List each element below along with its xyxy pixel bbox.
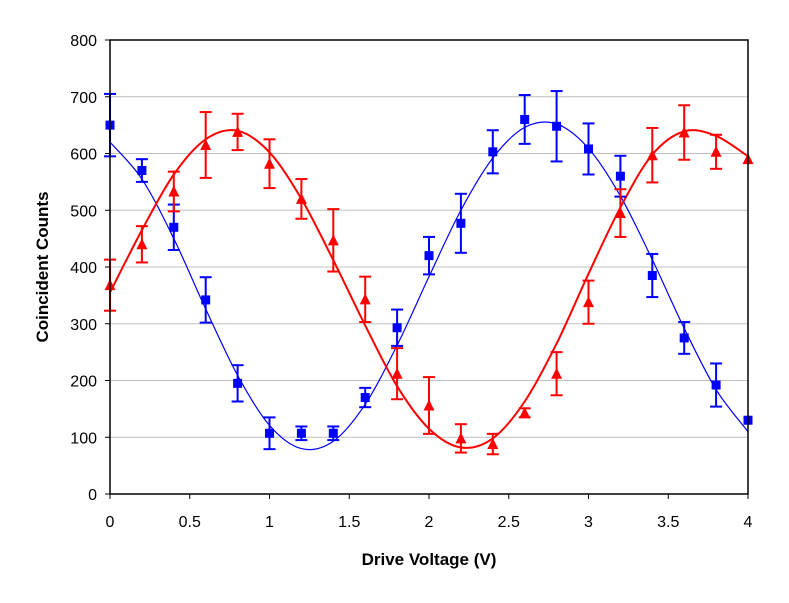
data-point-square [328, 428, 338, 438]
y-tick-label: 600 [70, 147, 97, 164]
data-point-triangle [136, 238, 148, 250]
data-point-triangle [487, 438, 499, 450]
data-point-triangle [646, 149, 658, 161]
data-point-square [265, 428, 274, 438]
x-tick-label: 1 [265, 514, 274, 531]
data-point-triangle [327, 234, 339, 246]
y-tick-label: 500 [70, 203, 97, 220]
data-point-triangle [614, 207, 626, 219]
data-point-triangle [264, 157, 275, 169]
x-tick-label: 3.5 [657, 514, 679, 531]
data-point-square [520, 114, 530, 124]
data-point-triangle [519, 406, 531, 418]
gridlines [110, 96, 748, 438]
data-point-triangle [295, 192, 307, 204]
y-tick-label: 100 [70, 430, 97, 447]
data-point-square [488, 147, 498, 157]
x-tick-label: 1.5 [338, 514, 360, 531]
data-point-triangle [678, 126, 690, 138]
data-point-square [647, 271, 657, 281]
data-point-square [137, 166, 147, 176]
data-point-triangle [200, 138, 212, 150]
data-point-square [392, 323, 402, 333]
y-tick-label: 800 [70, 33, 97, 50]
data-point-square [711, 380, 721, 390]
data-point-triangle [168, 185, 180, 197]
data-point-triangle [232, 125, 244, 137]
data-point-square [424, 251, 434, 261]
data-point-square [615, 171, 625, 181]
data-point-triangle [583, 296, 594, 308]
y-axis-title: Coincident Counts [33, 191, 52, 342]
data-point-triangle [423, 399, 435, 411]
x-tick-label: 0.5 [179, 514, 201, 531]
tick-labels: 0 100 200 300 400 500 600 700 800 0 0.5 1 1.5 2 2.5 3 3.… [70, 33, 752, 531]
data-point-triangle [359, 293, 371, 305]
data-point-square [201, 295, 211, 305]
x-tick-label: 3 [584, 514, 593, 531]
y-tick-label: 300 [70, 317, 97, 334]
data-point-square [552, 121, 562, 131]
x-axis-title: Drive Voltage (V) [362, 550, 497, 569]
data-point-square [233, 378, 243, 388]
x-tick-label: 2 [425, 514, 434, 531]
x-tick-label: 4 [744, 514, 753, 531]
data-point-square [584, 144, 593, 154]
data-point-square [456, 218, 466, 228]
y-tick-label: 200 [70, 374, 97, 391]
data-point-triangle [710, 145, 722, 157]
x-tick-label: 2.5 [498, 514, 520, 531]
data-point-triangle [551, 367, 563, 379]
data-point-square [360, 393, 370, 403]
data-point-square [296, 428, 306, 438]
y-tick-label: 400 [70, 260, 97, 277]
fit-curve-blue [109, 121, 749, 451]
y-tick-label: 0 [88, 487, 97, 504]
data-point-square [169, 222, 179, 232]
data-point-triangle [455, 432, 467, 444]
y-tick-label: 700 [70, 90, 97, 107]
data-point-triangle [391, 367, 403, 379]
x-tick-label: 0 [106, 514, 115, 531]
data-point-square [679, 333, 689, 343]
